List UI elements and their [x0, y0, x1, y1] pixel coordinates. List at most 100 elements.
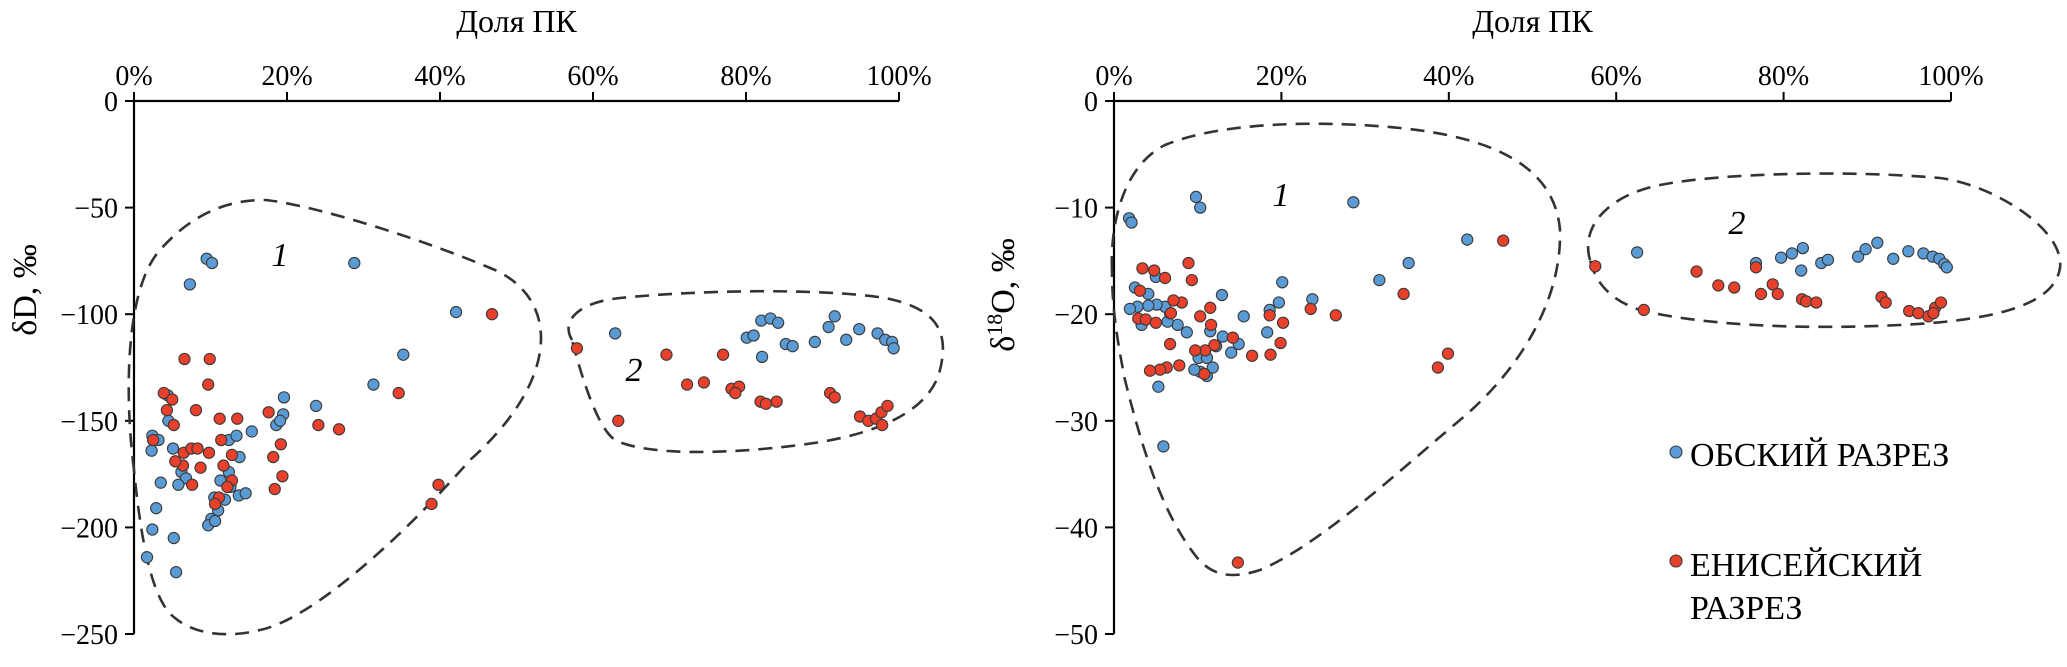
data-point [1261, 326, 1274, 339]
data-point [154, 476, 167, 489]
data-point [145, 444, 158, 457]
data-point [169, 455, 182, 468]
data-point [146, 523, 159, 536]
data-point [268, 482, 281, 496]
data-point [231, 412, 244, 425]
data-point [729, 386, 742, 400]
x-tick-label: 100% [1918, 61, 1983, 92]
data-point [273, 414, 287, 427]
data-point [166, 442, 180, 455]
data-point [194, 461, 207, 474]
data-point [1274, 336, 1287, 350]
data-point [230, 429, 243, 442]
data-point [1276, 316, 1290, 329]
data-point [309, 399, 323, 413]
y-tick-label: −250 [60, 620, 118, 651]
x-tick-label: 80% [1758, 61, 1809, 92]
data-point [169, 566, 183, 579]
data-point [570, 342, 584, 355]
data-point [876, 418, 889, 432]
data-point [191, 442, 204, 455]
data-point [202, 378, 215, 391]
data-point [1198, 367, 1211, 381]
data-point [1712, 279, 1725, 292]
data-point [221, 480, 234, 494]
cluster-label-1: 1 [272, 237, 289, 274]
data-point [1180, 326, 1193, 339]
data-point [1208, 338, 1221, 352]
delta-18o-panel: 0% 20% 40% 60% 80% 100% 0 −10 −20 −30 −40 −50 Доля П… [982, 3, 2062, 651]
data-point [1216, 330, 1229, 343]
data-point [840, 333, 853, 346]
data-point [1431, 361, 1445, 374]
delta-d-panel: 0% 20% 40% 60% 80% 100% 0 −50 −100 −150 −200 −250 До… [7, 3, 945, 651]
cluster-label-2: 2 [626, 352, 643, 389]
data-point [1821, 253, 1835, 266]
data-point [245, 425, 258, 438]
data-point [208, 514, 222, 528]
data-point [1329, 309, 1342, 322]
data-point [1630, 246, 1644, 259]
data-point [1125, 216, 1138, 229]
data-point [208, 497, 222, 511]
data-point [217, 459, 230, 472]
data-point [312, 418, 325, 432]
y-tick-label: −50 [1054, 620, 1098, 651]
data-point [1347, 196, 1360, 209]
data-point [1859, 243, 1872, 256]
data-point [1397, 287, 1410, 301]
data-point [1796, 241, 1810, 255]
legend-marker-ob [1669, 445, 1683, 459]
data-point [1766, 278, 1779, 291]
series-enisei [1132, 234, 1948, 569]
data-point [189, 403, 203, 417]
series-ob [1122, 190, 1953, 453]
x-tick-label: 20% [1256, 61, 1307, 92]
x-tick-label: 60% [567, 61, 618, 92]
data-point [822, 320, 835, 334]
data-point [1189, 344, 1202, 357]
data-point [1589, 260, 1602, 273]
data-point [1497, 234, 1510, 247]
data-point [1754, 287, 1768, 301]
data-point [1163, 337, 1177, 351]
data-point [609, 327, 622, 340]
data-point [160, 403, 174, 417]
data-point [185, 478, 199, 491]
data-point [1934, 296, 1948, 309]
data-point [274, 438, 288, 451]
data-point [887, 342, 900, 355]
data-point [1182, 256, 1195, 270]
x-tick-label: 0% [1095, 61, 1132, 92]
cluster-label-1: 1 [1273, 177, 1290, 214]
data-point [1204, 318, 1218, 332]
data-point [1206, 361, 1219, 374]
data-point [276, 470, 289, 483]
data-point [215, 433, 228, 447]
cluster-outline-2 [1586, 172, 2062, 329]
data-point [747, 329, 760, 342]
legend-marker-enisei [1669, 554, 1683, 568]
cluster-outline-1 [127, 198, 543, 636]
data-point [853, 322, 866, 336]
data-point [1152, 380, 1165, 393]
data-point [449, 305, 463, 319]
data-point [202, 446, 216, 459]
data-point [1851, 250, 1865, 263]
data-point [157, 386, 170, 400]
data-point [167, 418, 180, 432]
data-point [203, 352, 216, 366]
data-point [239, 487, 252, 500]
data-point [1231, 556, 1245, 569]
series-enisei [146, 308, 894, 511]
data-point [1149, 316, 1162, 329]
x-axis-title: Доля ПК [456, 3, 577, 39]
data-point [1171, 318, 1184, 332]
data-point [1304, 302, 1317, 316]
data-point [205, 256, 219, 270]
data-point [1143, 364, 1157, 377]
data-point [1164, 306, 1178, 320]
y-tick-label: −200 [60, 513, 118, 544]
data-point [425, 497, 438, 511]
